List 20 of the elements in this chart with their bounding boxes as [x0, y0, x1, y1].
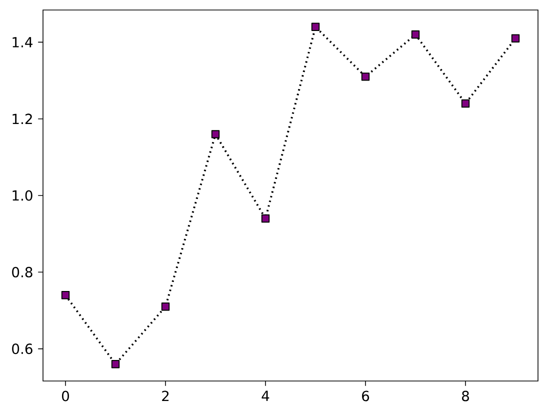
y-tick-label: 0.6: [12, 344, 32, 354]
x-tick-label: 4: [262, 390, 270, 401]
x-tick-label: 8: [462, 390, 469, 402]
point: [61, 291, 70, 300]
y-tick-label: 1.4: [12, 37, 32, 48]
y-tick-label: 1.0: [12, 190, 32, 201]
point: [261, 214, 270, 223]
point: [161, 302, 170, 311]
x-tick-label: 6: [362, 390, 370, 402]
point: [211, 130, 220, 138]
x-tick-label: 2: [162, 390, 169, 402]
point: [511, 34, 520, 42]
point: [111, 360, 120, 368]
point: [461, 99, 470, 108]
point: [361, 72, 370, 81]
point: [411, 30, 420, 39]
point: [311, 22, 320, 31]
y-tick-label: 0.8: [12, 266, 32, 278]
y-tick-label: 1.2: [12, 114, 32, 124]
x-tick-label: 0: [62, 390, 69, 402]
